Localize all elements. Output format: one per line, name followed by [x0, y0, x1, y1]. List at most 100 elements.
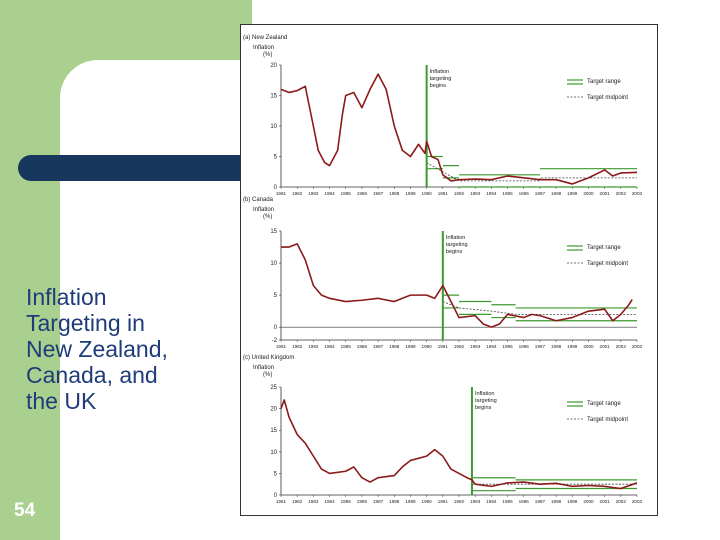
title-line: Targeting in — [26, 310, 145, 336]
x-tick-label: 1993 — [470, 344, 481, 349]
legend-label: Target range — [587, 401, 621, 407]
x-tick-label: 1982 — [292, 499, 303, 504]
inflation-series-line — [280, 73, 638, 185]
x-tick-label: 1985 — [341, 344, 352, 349]
legend-label: Target midpoint — [587, 95, 628, 101]
panel-title: (a) New Zealand — [243, 35, 287, 41]
x-tick-label: 1983 — [308, 191, 319, 196]
x-tick-label: 1991 — [438, 191, 449, 196]
x-tick-label: 2003 — [632, 499, 643, 504]
x-tick-label: 1989 — [405, 191, 416, 196]
x-tick-label: 2000 — [583, 499, 594, 504]
y-tick-label: 15 — [270, 229, 277, 235]
x-tick-label: 1999 — [567, 191, 578, 196]
title-line: Inflation — [26, 284, 107, 310]
x-tick-label: 1983 — [308, 344, 319, 349]
x-tick-label: 1999 — [567, 499, 578, 504]
x-tick-label: 1988 — [389, 499, 400, 504]
x-tick-label: 1992 — [454, 191, 465, 196]
inflation-series-line — [281, 243, 633, 328]
legend-label: Target midpoint — [587, 417, 628, 423]
x-tick-label: 2001 — [600, 344, 611, 349]
annotation-text: begins — [446, 249, 463, 255]
y-axis-label: (%) — [263, 52, 272, 58]
x-tick-label: 1990 — [422, 344, 433, 349]
x-tick-label: 1998 — [551, 344, 562, 349]
x-tick-label: 1998 — [551, 499, 562, 504]
y-axis-label: (%) — [263, 372, 272, 378]
x-tick-label: 1983 — [308, 499, 319, 504]
x-tick-label: 1989 — [405, 499, 416, 504]
x-tick-label: 1997 — [535, 499, 546, 504]
y-tick-label: 5 — [274, 471, 278, 477]
legend-label: Target range — [587, 79, 621, 85]
x-tick-label: 2001 — [600, 191, 611, 196]
y-axis-label: (%) — [263, 214, 272, 220]
annotation-text: targeting — [430, 76, 452, 82]
x-tick-label: 1997 — [535, 191, 546, 196]
x-tick-label: 1996 — [519, 499, 530, 504]
y-axis-label: Inflation — [253, 365, 274, 371]
x-tick-label: 1981 — [276, 344, 287, 349]
y-tick-label: -2 — [272, 338, 278, 344]
x-tick-label: 1995 — [502, 499, 513, 504]
y-tick-label: 20 — [270, 407, 277, 413]
x-tick-label: 1988 — [389, 191, 400, 196]
annotation-text: begins — [430, 83, 447, 89]
x-tick-label: 2002 — [616, 191, 627, 196]
y-tick-label: 10 — [270, 124, 277, 130]
x-tick-label: 2002 — [616, 344, 627, 349]
y-tick-label: 20 — [270, 63, 277, 69]
content-card — [60, 60, 270, 540]
x-tick-label: 1986 — [357, 344, 368, 349]
chart-panel: (c) United KingdomInflation(%)0510152025… — [243, 355, 643, 504]
x-tick-label: 1990 — [422, 191, 433, 196]
x-tick-label: 1996 — [519, 344, 530, 349]
x-tick-label: 1987 — [373, 191, 384, 196]
x-tick-label: 2003 — [632, 344, 643, 349]
x-tick-label: 2000 — [583, 344, 594, 349]
x-tick-label: 1984 — [324, 344, 335, 349]
page-number: 54 — [14, 500, 36, 521]
annotation-text: Inflation — [475, 391, 495, 397]
x-tick-label: 1987 — [373, 499, 384, 504]
x-tick-label: 1998 — [551, 191, 562, 196]
x-tick-label: 1986 — [357, 499, 368, 504]
x-tick-label: 1990 — [422, 499, 433, 504]
title-line: New Zealand, — [26, 336, 168, 362]
x-tick-label: 1999 — [567, 344, 578, 349]
inflation-series-line — [280, 399, 638, 490]
x-tick-label: 2002 — [616, 499, 627, 504]
x-tick-label: 1992 — [454, 344, 465, 349]
x-tick-label: 1995 — [502, 191, 513, 196]
title-line: the UK — [26, 388, 97, 414]
x-tick-label: 1981 — [276, 191, 287, 196]
x-tick-label: 1982 — [292, 344, 303, 349]
x-tick-label: 1991 — [438, 344, 449, 349]
y-tick-label: 5 — [274, 155, 278, 161]
x-tick-label: 1981 — [276, 499, 287, 504]
x-tick-label: 1986 — [357, 191, 368, 196]
y-axis-label: Inflation — [253, 45, 274, 51]
y-axis-label: Inflation — [253, 207, 274, 213]
annotation-text: targeting — [446, 242, 468, 248]
y-tick-label: 5 — [274, 293, 278, 299]
y-tick-label: 10 — [270, 261, 277, 267]
legend-label: Target midpoint — [587, 261, 628, 267]
x-tick-label: 1992 — [454, 499, 465, 504]
accent-bar — [18, 155, 278, 181]
title-line: Canada, and — [26, 362, 158, 388]
x-tick-label: 1987 — [373, 344, 384, 349]
annotation-text: Inflation — [430, 69, 450, 75]
x-tick-label: 1982 — [292, 191, 303, 196]
x-tick-label: 1984 — [324, 191, 335, 196]
x-tick-label: 1993 — [470, 191, 481, 196]
x-tick-label: 2000 — [583, 191, 594, 196]
x-tick-label: 1993 — [470, 499, 481, 504]
y-tick-label: 15 — [270, 94, 277, 100]
x-tick-label: 1991 — [438, 499, 449, 504]
y-tick-label: 0 — [274, 185, 278, 191]
